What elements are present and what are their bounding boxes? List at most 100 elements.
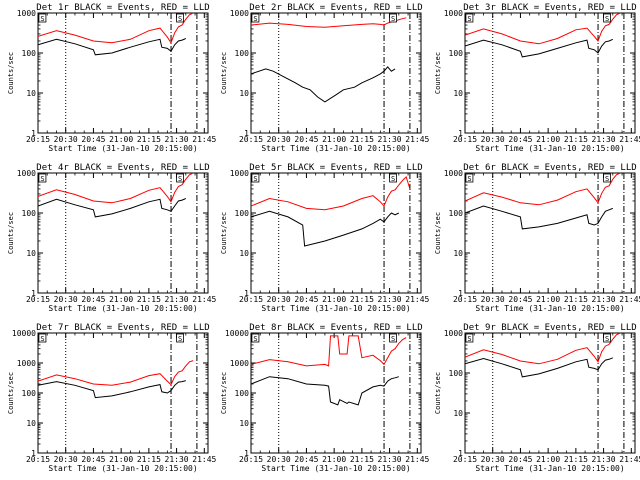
y-tick-label: 1000 (444, 169, 463, 178)
x-tick-label: 20:30 (481, 295, 505, 304)
x-tick-label: 20:30 (267, 295, 291, 304)
series-black-events (465, 357, 613, 378)
marker-label: S (178, 15, 182, 23)
y-tick-label: 100 (235, 49, 250, 58)
y-tick-label: 100 (22, 389, 37, 398)
y-tick-label: 1000 (17, 169, 36, 178)
x-tick-label: 21:15 (137, 135, 161, 144)
marker-box (465, 333, 474, 343)
marker-box (603, 13, 611, 23)
marker-label: S (391, 15, 395, 23)
x-tick-label: 21:15 (137, 295, 161, 304)
x-tick-label: 21:15 (564, 135, 588, 144)
series-red-lld (251, 175, 411, 211)
series-black-events (465, 205, 613, 230)
y-tick-label: 1000 (230, 9, 249, 18)
x-tick-label: 21:00 (109, 455, 133, 464)
marker-box (38, 173, 47, 183)
y-tick-label: 10 (453, 89, 463, 98)
marker-label: S (467, 335, 471, 343)
x-tick-label: 21:00 (536, 135, 560, 144)
marker-label: S (40, 335, 44, 343)
x-tick-label: 20:15 (453, 295, 477, 304)
x-tick-label: 21:30 (378, 135, 402, 144)
y-tick-label: 10000 (225, 329, 249, 338)
chart-title: Det 3r BLACK = Events, RED = LLD (463, 3, 636, 13)
x-tick-label: 21:00 (322, 295, 346, 304)
x-tick-label: 21:45 (405, 455, 429, 464)
x-axis-label: Start Time (31-Jan-10 20:15:00) (48, 464, 197, 473)
series-black-events (251, 66, 396, 103)
x-axis-label: Start Time (31-Jan-10 20:15:00) (475, 304, 624, 313)
y-tick-label: 1000 (444, 9, 463, 18)
chart-title: Det 6r BLACK = Events, RED = LLD (463, 163, 636, 173)
x-tick-label: 20:30 (267, 135, 291, 144)
x-axis-label: Start Time (31-Jan-10 20:15:00) (475, 144, 624, 153)
x-tick-label: 20:45 (294, 135, 318, 144)
x-axis-label: Start Time (31-Jan-10 20:15:00) (261, 144, 410, 153)
x-tick-label: 21:15 (350, 295, 374, 304)
x-tick-label: 20:30 (54, 295, 78, 304)
x-axis-label: Start Time (31-Jan-10 20:15:00) (261, 464, 410, 473)
x-tick-label: 21:15 (564, 295, 588, 304)
y-tick-label: 10 (239, 249, 249, 258)
x-tick-label: 21:45 (405, 295, 429, 304)
y-tick-label: 1000 (17, 359, 36, 368)
x-tick-label: 21:45 (192, 135, 216, 144)
marker-label: S (40, 15, 44, 23)
x-tick-label: 21:45 (619, 455, 640, 464)
y-tick-label: 100 (449, 49, 464, 58)
x-tick-label: 21:30 (592, 295, 616, 304)
marker-label: S (391, 175, 395, 183)
x-tick-label: 21:15 (564, 455, 588, 464)
x-tick-label: 20:45 (81, 455, 105, 464)
y-tick-label: 1000 (230, 359, 249, 368)
x-axis-label: Start Time (31-Jan-10 20:15:00) (48, 304, 197, 313)
x-tick-label: 21:30 (165, 135, 189, 144)
x-tick-label: 20:30 (54, 455, 78, 464)
y-tick-label: 1000 (17, 9, 36, 18)
y-tick-label: 100 (449, 369, 464, 378)
x-tick-label: 20:15 (239, 295, 263, 304)
chart-panel-2: Det 2r BLACK = Events, RED = LLD 1 10 100 10… (220, 3, 430, 153)
chart-panel-4: Det 4r BLACK = Events, RED = LLD 1 10 100 10… (7, 163, 217, 313)
y-tick-label: 1 (458, 289, 463, 298)
marker-label: S (605, 335, 609, 343)
chart-panel-7: Det 7r BLACK = Events, RED = LLD 1 10 100 10… (7, 323, 217, 473)
plot-frame (250, 172, 422, 294)
chart-title: Det 1r BLACK = Events, RED = LLD (36, 3, 209, 13)
chart-title: Det 2r BLACK = Events, RED = LLD (249, 3, 422, 13)
x-tick-label: 21:00 (536, 455, 560, 464)
marker-box (389, 173, 397, 183)
x-tick-label: 21:45 (619, 135, 640, 144)
y-axis-label: Counts/sec (220, 52, 228, 94)
y-tick-label: 100 (449, 209, 464, 218)
series-red-lld (465, 13, 621, 45)
y-tick-label: 1 (244, 129, 249, 138)
marker-label: S (467, 15, 471, 23)
y-tick-label: 1000 (230, 169, 249, 178)
x-tick-label: 21:15 (350, 135, 374, 144)
chart-panel-1: Det 1r BLACK = Events, RED = LLD 1 10 100 10… (7, 3, 217, 153)
plot-frame (464, 332, 636, 454)
y-tick-label: 10 (453, 249, 463, 258)
series-black-events (251, 210, 400, 247)
marker-box (389, 333, 397, 343)
y-tick-label: 1 (31, 449, 36, 458)
x-tick-label: 20:15 (239, 455, 263, 464)
x-tick-label: 20:45 (294, 455, 318, 464)
x-tick-label: 20:15 (239, 135, 263, 144)
plot-frame (464, 172, 636, 294)
marker-box (603, 173, 611, 183)
x-tick-label: 21:00 (536, 295, 560, 304)
x-axis-label: Start Time (31-Jan-10 20:15:00) (261, 304, 410, 313)
x-tick-label: 20:45 (81, 135, 105, 144)
chart-panel-5: Det 5r BLACK = Events, RED = LLD 1 10 100 10… (220, 163, 430, 313)
x-tick-label: 21:00 (322, 135, 346, 144)
y-axis-label: Counts/sec (434, 212, 442, 254)
x-tick-label: 20:45 (508, 455, 532, 464)
x-tick-label: 20:15 (453, 135, 477, 144)
x-tick-label: 20:15 (26, 135, 50, 144)
x-tick-label: 21:45 (405, 135, 429, 144)
